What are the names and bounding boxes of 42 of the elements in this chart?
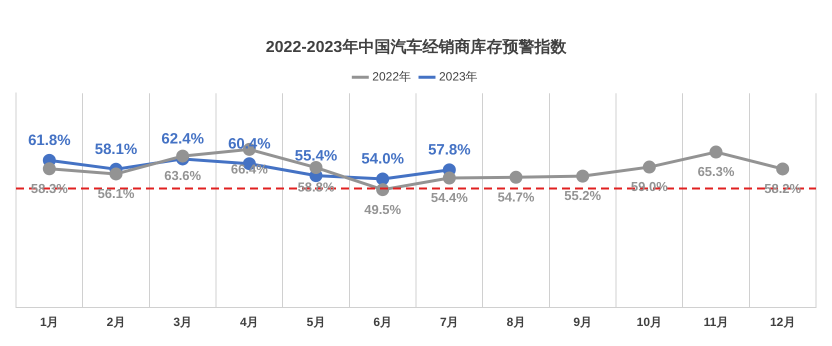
data-label: 55.4% [294,147,338,164]
data-label: 58.2% [764,181,802,196]
data-label: 59.0% [630,179,668,194]
x-tick-label: 11月 [704,315,728,330]
legend-label: 2022年 [372,70,412,84]
data-label: 54.4% [430,190,468,206]
point [376,172,390,186]
data-label: 56.1% [98,186,135,202]
point [176,150,190,163]
x-tick-label: 5月 [306,315,326,330]
x-tick-label: 3月 [173,315,192,330]
point [110,167,122,180]
point [510,170,522,184]
x-tick-label: 8月 [506,315,526,330]
point [442,172,456,185]
data-label: 49.5% [364,202,402,217]
x-tick-label: 4月 [240,315,259,330]
x-tick-label: 9月 [573,315,592,330]
point [310,161,322,174]
data-label: 58.1% [94,140,138,158]
x-tick-label: 6月 [373,315,392,330]
point [710,146,722,159]
data-label: 54.0% [361,150,404,168]
point [576,170,590,183]
data-label: 60.4% [228,135,271,152]
point [776,162,790,176]
legend-label: 2023年 [439,70,478,84]
point [642,160,656,174]
data-label: 54.7% [498,189,535,204]
x-tick-label: 10月 [636,315,662,330]
point [42,162,56,176]
x-tick-label: 12月 [770,315,796,330]
x-tick-label: 1月 [40,315,59,330]
data-label: 57.8% [428,142,471,159]
data-label: 55.2% [564,188,602,204]
chart-title: 2022-2023年中国汽车经销商库存预警指数 [266,38,568,56]
data-label: 61.8% [28,132,71,150]
data-label: 65.3% [698,164,735,180]
data-label: 63.6% [164,168,202,184]
x-tick-label: 2月 [106,315,126,330]
data-label: 62.4% [161,130,204,148]
x-tick-label: 7月 [440,315,459,330]
